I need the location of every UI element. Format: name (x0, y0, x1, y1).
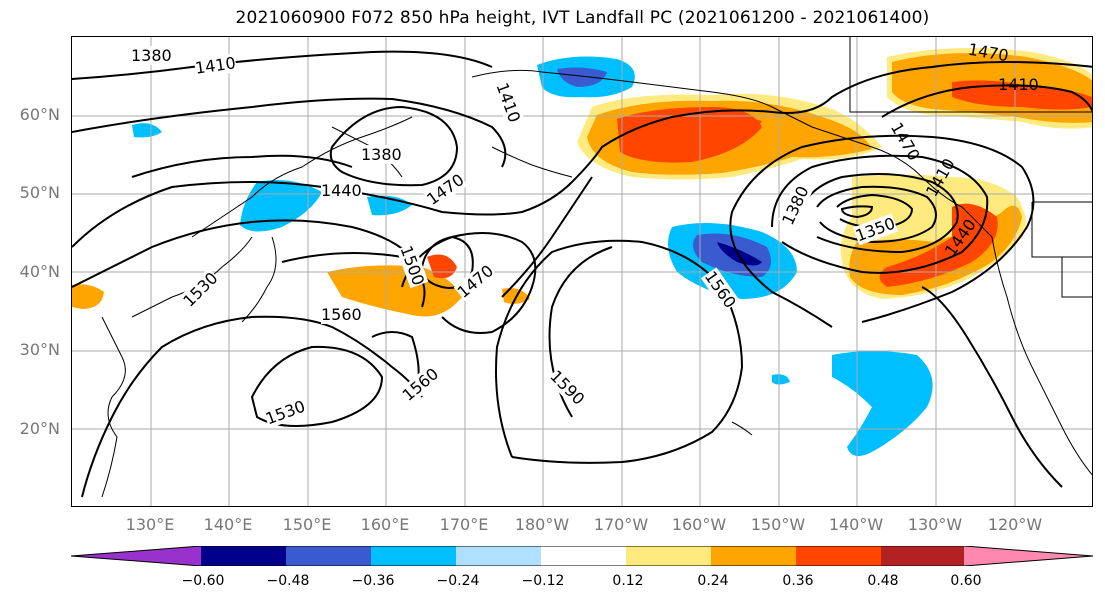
colorbar-tick: −0.60 (181, 573, 225, 589)
contour-label: 1380 (361, 145, 402, 164)
contour-label: 1410 (998, 75, 1039, 94)
colorbar-segment (71, 546, 201, 566)
map-canvas (72, 37, 1092, 506)
colorbar-tick: −0.36 (351, 573, 395, 589)
lon-label: 140°W (828, 515, 884, 534)
lat-label: 40°N (19, 262, 60, 281)
plot-title: 2021060900 F072 850 hPa height, IVT Land… (235, 8, 930, 28)
lon-label: 130°W (907, 515, 963, 534)
colorbar-tick: 0.24 (697, 573, 729, 589)
colorbar-segment (201, 546, 286, 566)
lon-label: 150°W (750, 515, 806, 534)
lon-label: 160°W (671, 515, 727, 534)
lon-label: 160°E (360, 515, 410, 534)
graticule (72, 37, 1092, 506)
lon-label: 140°E (203, 515, 253, 534)
lon-label: 150°E (282, 515, 332, 534)
colorbar-segment (371, 546, 456, 566)
colorbar-tick: 0.36 (782, 573, 814, 589)
ivt-positive-shading (72, 48, 1092, 317)
colorbar-tick: 0.60 (950, 573, 982, 589)
colorbar-segment (711, 546, 796, 566)
lon-label: 180°W (514, 515, 570, 534)
colorbar-segment (626, 546, 711, 566)
lat-label: 20°N (19, 419, 60, 438)
colorbar-segment (881, 546, 966, 566)
colorbar-tick: −0.12 (521, 573, 565, 589)
lat-label: 30°N (19, 340, 60, 359)
lat-label: 50°N (19, 183, 60, 202)
lon-label: 170°W (593, 515, 649, 534)
colorbar-tick: 0.12 (612, 573, 644, 589)
height-contours (72, 50, 1092, 498)
colorbar-tick: −0.24 (436, 573, 480, 589)
colorbar (71, 546, 1094, 566)
lat-label: 60°N (19, 105, 60, 124)
colorbar-tick: 0.48 (867, 573, 899, 589)
colorbar-segment (796, 546, 881, 566)
lon-label: 120°W (987, 515, 1043, 534)
lon-label: 130°E (125, 515, 175, 534)
colorbar-tick: −0.48 (266, 573, 310, 589)
colorbar-segment (964, 546, 1093, 566)
lon-label: 170°E (439, 515, 489, 534)
colorbar-segment (456, 546, 541, 566)
colorbar-segment (286, 546, 371, 566)
map-panel (71, 36, 1093, 507)
contour-label: 1440 (321, 181, 362, 200)
contour-label: 1560 (321, 305, 362, 324)
colorbar-segment (541, 546, 626, 566)
contour-label: 1380 (131, 46, 172, 65)
